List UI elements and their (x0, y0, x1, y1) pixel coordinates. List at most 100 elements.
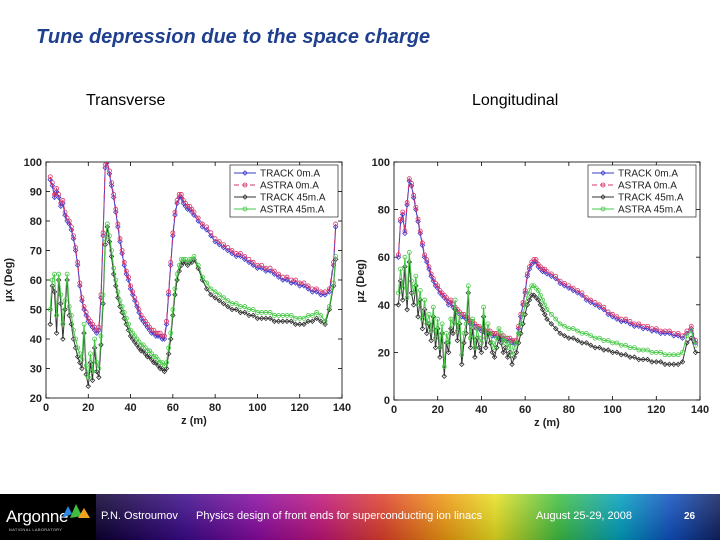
data-point (570, 326, 576, 332)
data-point (623, 316, 629, 322)
data-point (96, 374, 102, 381)
data-point (579, 290, 585, 296)
data-point (301, 283, 307, 289)
data-point (461, 340, 467, 346)
x-tick-label: 120 (291, 402, 309, 414)
data-point (333, 254, 339, 259)
data-point (562, 280, 567, 286)
data-point (75, 259, 81, 265)
data-point (430, 313, 437, 320)
data-point (109, 180, 114, 186)
data-point (557, 330, 563, 337)
data-point (410, 302, 417, 308)
data-point (454, 337, 461, 344)
data-point (605, 338, 611, 343)
data-point (60, 197, 66, 203)
data-point (200, 221, 205, 227)
page-number: 26 (684, 511, 696, 522)
data-point (121, 262, 127, 269)
data-point (420, 240, 425, 246)
data-point (498, 330, 504, 336)
data-point (259, 262, 265, 268)
data-point (415, 313, 421, 320)
data-point (55, 194, 62, 201)
data-point (58, 203, 64, 210)
data-point (636, 321, 642, 327)
data-point (518, 321, 524, 327)
data-point (90, 369, 95, 374)
data-point (229, 250, 235, 257)
data-point (271, 268, 277, 274)
data-point (107, 168, 112, 174)
data-point (424, 257, 430, 262)
data-point (313, 289, 320, 295)
data-point (88, 351, 93, 357)
data-point (570, 335, 576, 341)
legend-box (587, 164, 697, 218)
x-tick-label: 100 (248, 402, 266, 414)
data-point (575, 288, 581, 293)
data-point (68, 224, 74, 230)
data-point (562, 323, 567, 329)
data-point (56, 271, 62, 277)
data-point (161, 368, 168, 375)
data-point (675, 361, 681, 368)
y-tick-label: 70 (30, 246, 42, 258)
data-point (415, 302, 421, 308)
data-point (597, 302, 602, 308)
data-point (77, 351, 83, 357)
data-point (413, 273, 419, 279)
legend-marker (600, 182, 606, 188)
data-point (574, 337, 581, 344)
data-point (53, 330, 60, 336)
data-point (136, 307, 142, 312)
data-point (395, 290, 401, 296)
data-point (318, 291, 324, 298)
data-point (225, 245, 231, 250)
data-point (250, 259, 256, 265)
data-point (100, 300, 106, 307)
data-point (54, 312, 59, 318)
data-point (96, 324, 102, 330)
data-point (653, 359, 660, 365)
data-point (437, 345, 443, 351)
data-point (47, 307, 53, 312)
data-point (309, 318, 316, 325)
data-point (233, 253, 240, 260)
data-point (111, 265, 117, 271)
data-point (138, 348, 144, 354)
y-tick-label: 100 (372, 157, 390, 169)
x-tick-label: 80 (563, 404, 575, 416)
data-point (417, 288, 423, 293)
data-point (504, 354, 511, 360)
data-point (476, 344, 483, 351)
data-point (398, 266, 403, 272)
data-point (126, 321, 131, 327)
data-point (601, 304, 607, 310)
data-point (399, 297, 406, 303)
data-point (605, 347, 611, 353)
data-point (75, 345, 81, 351)
data-point (305, 286, 311, 292)
data-point (430, 304, 436, 310)
data-point (527, 264, 532, 270)
data-point (117, 298, 123, 304)
data-point (216, 239, 222, 245)
data-point (445, 349, 452, 356)
data-point (404, 306, 410, 313)
data-point (322, 289, 328, 295)
data-point (271, 271, 278, 277)
data-point (666, 361, 673, 368)
data-point (79, 365, 85, 372)
data-point (653, 326, 659, 332)
data-point (109, 248, 114, 253)
data-point (92, 336, 98, 342)
data-point (100, 292, 106, 298)
y-tick-label: 0 (384, 395, 390, 407)
data-point (609, 349, 616, 356)
longitudinal-chart: 0 20 40 60 80 100 120 140 0 20 40 60 80 100 z (m) μz (D… (355, 157, 709, 429)
data-point (444, 295, 449, 301)
footer-talk-title: Physics design of front ends for superco… (196, 510, 483, 522)
data-point (267, 268, 273, 274)
